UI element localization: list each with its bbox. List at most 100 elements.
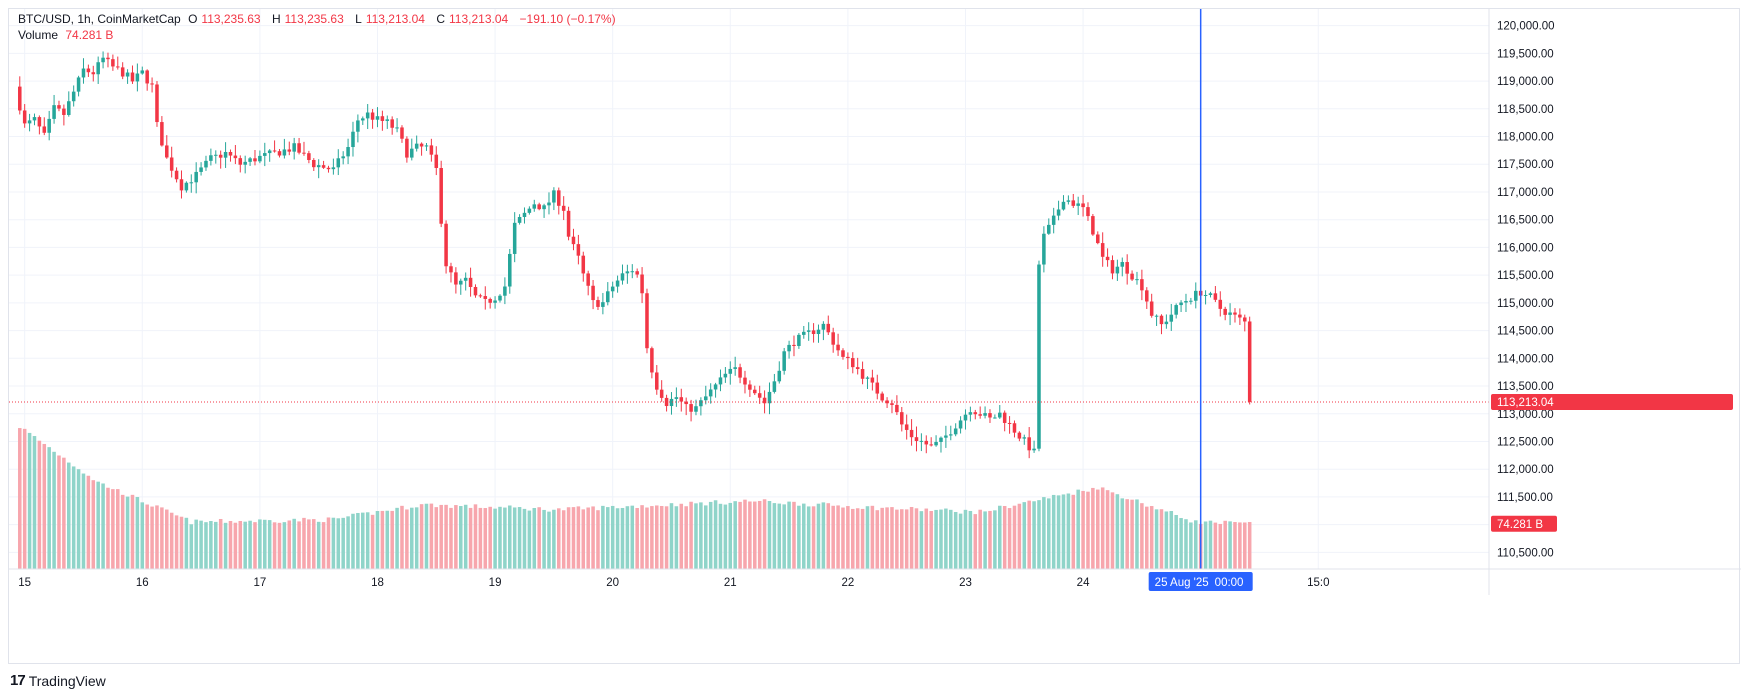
volume-bar <box>797 505 801 569</box>
volume-bar <box>1145 506 1149 569</box>
volume-bar <box>194 519 198 569</box>
volume-bar <box>557 508 561 569</box>
volume-bar <box>292 518 296 569</box>
price-axis-label: 112,000.00 <box>1497 464 1554 476</box>
candle <box>86 68 91 73</box>
volume-bar <box>57 455 61 569</box>
volume-bar <box>508 505 512 569</box>
time-axis-label: 15:0 <box>1307 577 1329 589</box>
price-axis-label: 120,000.00 <box>1497 21 1555 33</box>
candle <box>356 120 360 132</box>
volume-bar <box>1203 521 1208 569</box>
candle <box>297 143 301 153</box>
candle <box>223 151 228 158</box>
candle <box>924 440 929 445</box>
volume-bar <box>498 506 502 569</box>
candle <box>1042 233 1046 265</box>
price-axis-label: 110,500.00 <box>1497 547 1554 559</box>
symbol-title[interactable]: BTC/USD, 1h, CoinMarketCap <box>18 12 181 26</box>
volume-bar <box>302 517 306 569</box>
price-axis-label: 113,500.00 <box>1497 381 1554 393</box>
candle <box>194 171 198 183</box>
candle <box>620 273 625 281</box>
candle <box>1159 315 1164 325</box>
candle <box>679 397 684 402</box>
volume-bar <box>527 510 532 569</box>
volume-bar <box>973 514 978 569</box>
volume-bar <box>748 501 752 569</box>
candle <box>870 377 875 383</box>
candle <box>1179 302 1183 306</box>
volume-bar <box>18 428 22 569</box>
candle <box>434 154 439 168</box>
volume-bar <box>395 507 399 569</box>
chart-frame[interactable]: 120,000.00 119,500.00 119,000.00 118,500.00… <box>8 8 1741 665</box>
candle <box>1203 294 1208 296</box>
volume-bar <box>561 510 566 569</box>
candle <box>532 204 537 209</box>
volume-label[interactable]: Volume <box>18 28 59 42</box>
candle <box>527 208 532 213</box>
volume-bar <box>782 504 786 569</box>
price-axis-label: 114,500.00 <box>1497 326 1554 338</box>
volume-bar <box>836 505 840 569</box>
candle <box>635 271 639 275</box>
candle <box>478 295 483 297</box>
volume-bar <box>1022 502 1027 569</box>
candle <box>326 167 331 170</box>
candle <box>1247 321 1252 402</box>
volume-bar <box>449 507 453 569</box>
tradingview-logo[interactable]: 17 TradingView <box>10 672 106 689</box>
candle <box>106 57 110 60</box>
volume-bar <box>855 508 860 569</box>
volume-bar <box>459 506 463 569</box>
candle <box>282 149 287 156</box>
candle <box>1208 293 1213 295</box>
candle <box>1145 290 1149 302</box>
volume-bar <box>1012 505 1017 569</box>
candle <box>1174 305 1178 315</box>
volume-bar <box>238 520 243 569</box>
candle <box>939 437 943 442</box>
volume-bar <box>895 509 899 569</box>
volume-bar <box>851 508 855 569</box>
volume-bar <box>606 507 610 569</box>
candle <box>312 160 316 168</box>
volume-bar <box>723 504 728 569</box>
candle <box>1027 437 1031 451</box>
candle <box>851 358 855 368</box>
candle <box>684 401 688 405</box>
candle <box>958 420 963 429</box>
candle <box>253 158 257 162</box>
candle <box>263 153 267 156</box>
candle <box>699 400 703 407</box>
volume-bar <box>831 505 835 569</box>
time-axis-label: 22 <box>841 577 854 589</box>
candle <box>792 344 796 346</box>
volume-bar <box>81 473 86 569</box>
chart-canvas[interactable]: 120,000.00 119,500.00 119,000.00 118,500.00… <box>9 9 1741 665</box>
change-value: −191.10 (−0.17%) <box>519 12 616 26</box>
volume-bar <box>434 507 439 569</box>
volume-bar <box>904 509 909 569</box>
candle <box>316 165 321 168</box>
candle <box>601 302 605 307</box>
candle <box>517 217 522 223</box>
volume-bar <box>214 521 218 569</box>
volume-bar <box>890 507 894 569</box>
price-axis-label: 117,000.00 <box>1497 187 1554 199</box>
volume-bar <box>684 506 688 569</box>
candle <box>610 286 615 292</box>
volume-bar <box>757 500 762 569</box>
volume-bar <box>865 506 870 569</box>
candle <box>1071 200 1076 206</box>
volume-bar <box>1164 511 1169 569</box>
candle <box>463 277 468 281</box>
last-price-label: 113,213.04 <box>1497 397 1554 409</box>
candle <box>204 160 208 168</box>
volume-bar <box>787 501 791 569</box>
candle <box>1228 312 1232 315</box>
candle <box>1110 260 1115 274</box>
volume-bar <box>1149 506 1154 569</box>
symbol-legend: BTC/USD, 1h, CoinMarketCap O 113,235.63 H… <box>18 12 620 26</box>
